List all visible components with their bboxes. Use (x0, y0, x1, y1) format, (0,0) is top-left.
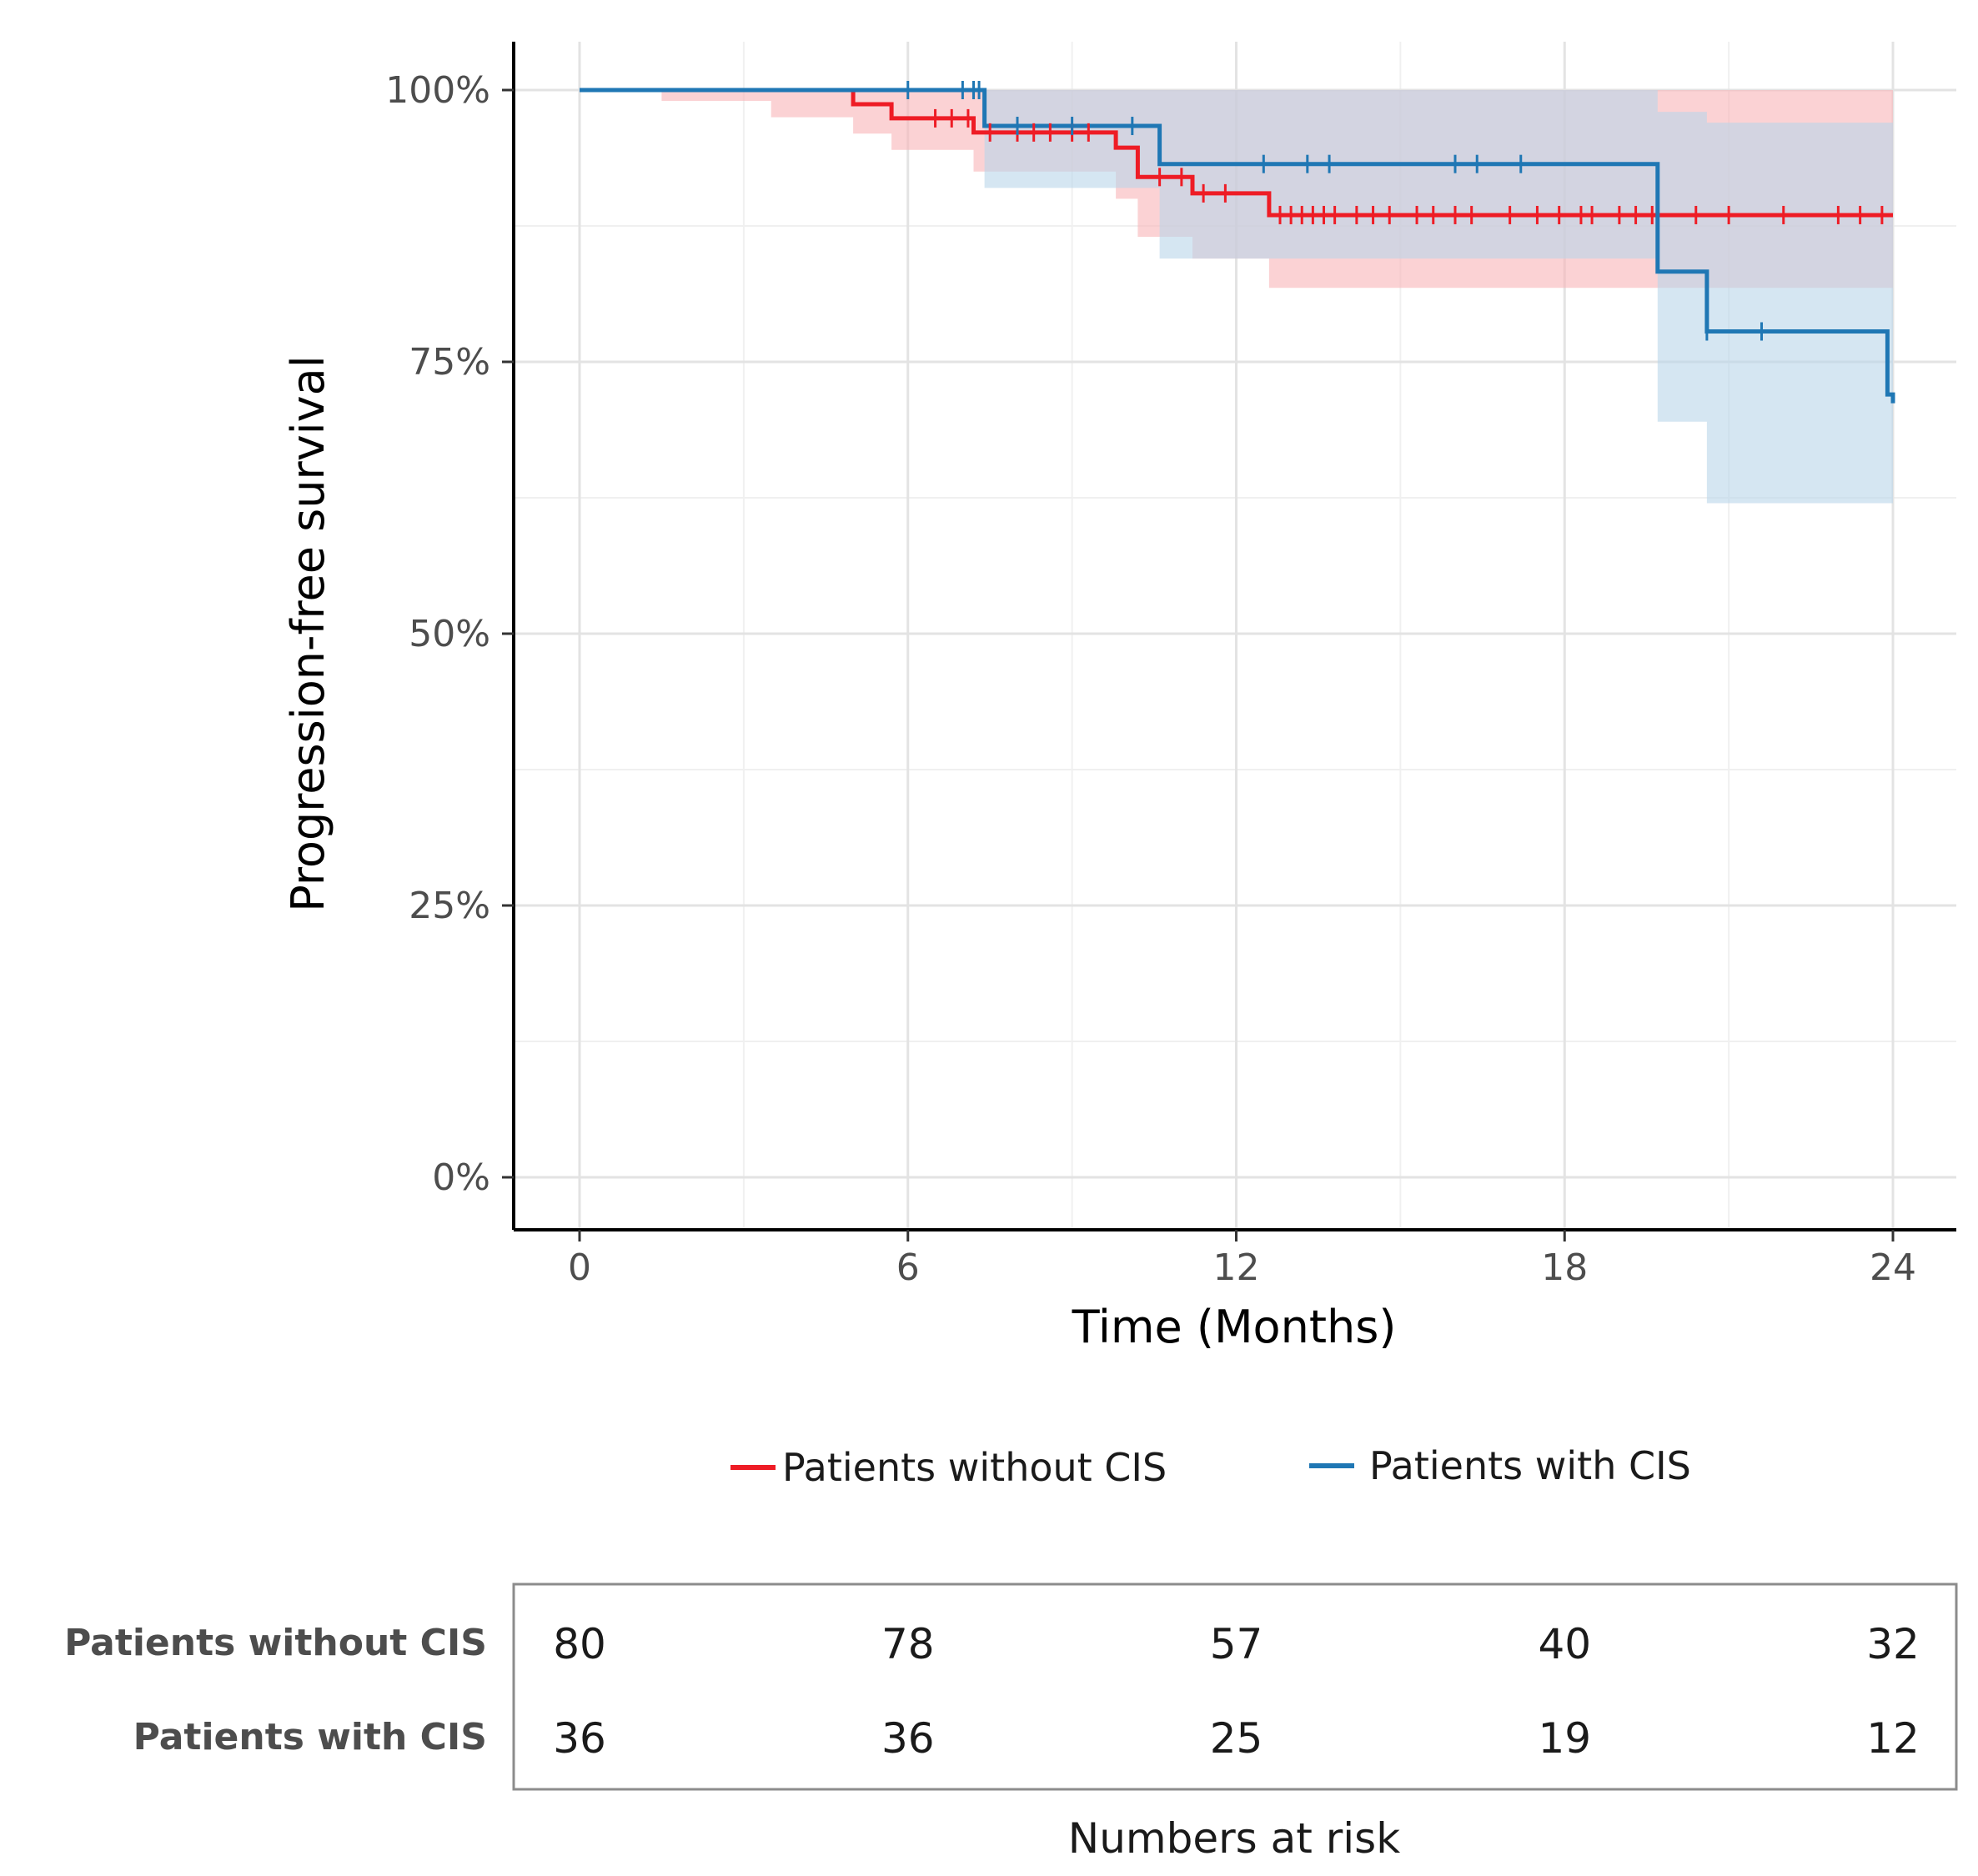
legend-label-without-cis: Patients without CIS (782, 1445, 1167, 1490)
risk-count-with-cis: 36 (553, 1714, 606, 1763)
survival-curve-without-cis (580, 88, 1893, 218)
y-tick-label: 75% (409, 341, 490, 384)
risk-count-with-cis: 36 (881, 1714, 935, 1763)
x-tick-label: 24 (1870, 1246, 1916, 1289)
y-tick-label: 50% (409, 613, 490, 655)
survival-curves (580, 88, 1895, 404)
y-tick-label: 25% (409, 885, 490, 927)
risk-count-without-cis: 40 (1538, 1620, 1591, 1668)
legend: Patients without CIS Patients with CIS (730, 1443, 1691, 1490)
risk-table-caption: Numbers at risk (1068, 1814, 1400, 1863)
risk-row-label-without-cis: Patients without CIS (64, 1622, 487, 1664)
risk-count-without-cis: 32 (1866, 1620, 1920, 1668)
x-tick-label: 0 (568, 1246, 591, 1289)
risk-count-without-cis: 78 (881, 1620, 935, 1668)
x-tick-label: 12 (1213, 1246, 1260, 1289)
risk-table-box (512, 1583, 1958, 1791)
plot-panel (512, 42, 1956, 1231)
risk-count-with-cis: 12 (1866, 1714, 1920, 1763)
survival-curve-with-cis (580, 88, 1895, 404)
y-axis-ticks: 0% 25% 50% 75% 100% (385, 69, 514, 1199)
risk-count-with-cis: 25 (1210, 1714, 1263, 1763)
y-axis-title: Progression-free survival (282, 355, 334, 911)
x-tick-label: 6 (896, 1246, 920, 1289)
x-tick-label: 18 (1541, 1246, 1588, 1289)
x-axis-title: Time (Months) (1072, 1301, 1397, 1353)
risk-values: 80 78 57 40 32 36 36 25 19 12 (553, 1620, 1920, 1763)
y-tick-label: 100% (385, 69, 490, 112)
risk-row-label-with-cis: Patients with CIS (133, 1716, 487, 1758)
risk-count-without-cis: 57 (1210, 1620, 1263, 1668)
legend-label-with-cis: Patients with CIS (1369, 1443, 1691, 1488)
risk-count-without-cis: 80 (553, 1620, 606, 1668)
censor-marks (906, 81, 1884, 341)
risk-table: Patients without CIS Patients with CIS 8… (64, 1583, 1958, 1863)
risk-count-with-cis: 19 (1538, 1714, 1591, 1763)
x-axis-ticks: 0 6 12 18 24 (568, 1230, 1916, 1289)
y-tick-label: 0% (432, 1156, 490, 1199)
